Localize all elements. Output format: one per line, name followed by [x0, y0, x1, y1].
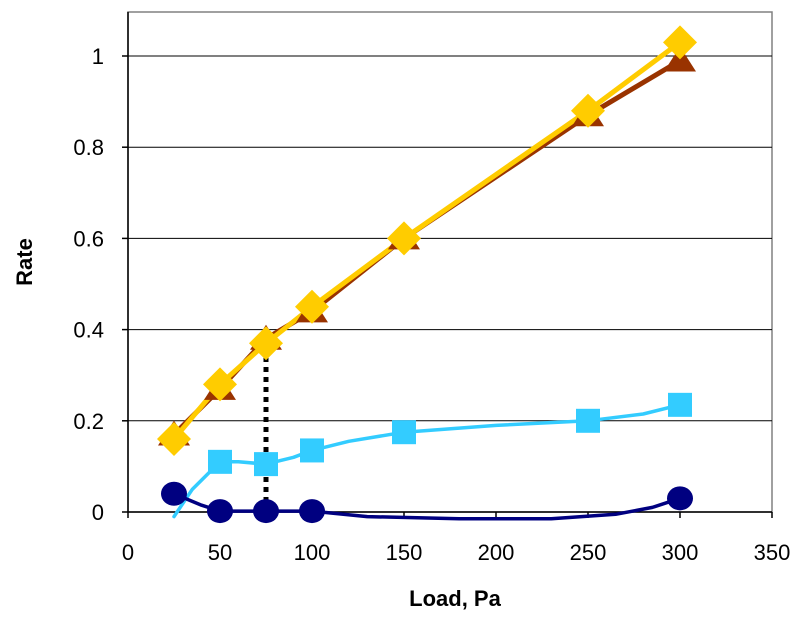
square-point-3: [392, 420, 416, 445]
diamond-point-2: [249, 326, 283, 361]
diamond-point-3: [295, 289, 329, 324]
plot-area: [127, 11, 773, 513]
y-tick-label-5: 1: [92, 44, 104, 69]
x-tick-label-2: 100: [294, 540, 331, 565]
square-point-1: [254, 452, 278, 477]
x-tick-label-7: 350: [754, 540, 791, 565]
circle-point-0: [161, 481, 187, 506]
markers-group: [157, 25, 697, 524]
y-tick-label-3: 0.6: [73, 226, 104, 251]
circle-point-2: [253, 499, 279, 524]
square-point-0: [208, 449, 232, 474]
circle-point-3: [299, 499, 325, 524]
x-axis-title: Load, Pa: [409, 586, 501, 611]
x-tick-label-4: 200: [478, 540, 515, 565]
x-tick-label-5: 250: [570, 540, 607, 565]
diamond-point-5: [571, 93, 605, 128]
y-tick-label-1: 0.2: [73, 409, 104, 434]
square-point-4: [576, 408, 600, 433]
y-tick-label-4: 0.8: [73, 135, 104, 160]
x-tick-label-3: 150: [386, 540, 423, 565]
y-axis-title: Rate: [12, 238, 37, 286]
diamond-point-1: [203, 367, 237, 402]
diamond-point-6: [663, 25, 697, 60]
x-tick-label-0: 0: [122, 540, 134, 565]
tick-labels: 0 50 100 150 200 250 300 350 0 0.2 0.4 0.6 0.8 1: [73, 44, 790, 565]
circle-point-4: [667, 486, 693, 511]
x-tick-label-1: 50: [208, 540, 232, 565]
diamond-point-4: [387, 221, 421, 256]
x-tick-label-6: 300: [662, 540, 699, 565]
square-point-5: [668, 392, 692, 417]
circle-point-1: [207, 499, 233, 524]
diamond-point-0: [157, 422, 191, 457]
y-tick-label-2: 0.4: [73, 318, 104, 343]
plot-area-border: [127, 11, 773, 513]
square-point-2: [300, 438, 324, 463]
y-tick-label-0: 0: [92, 500, 104, 525]
gridlines: [128, 55, 772, 422]
